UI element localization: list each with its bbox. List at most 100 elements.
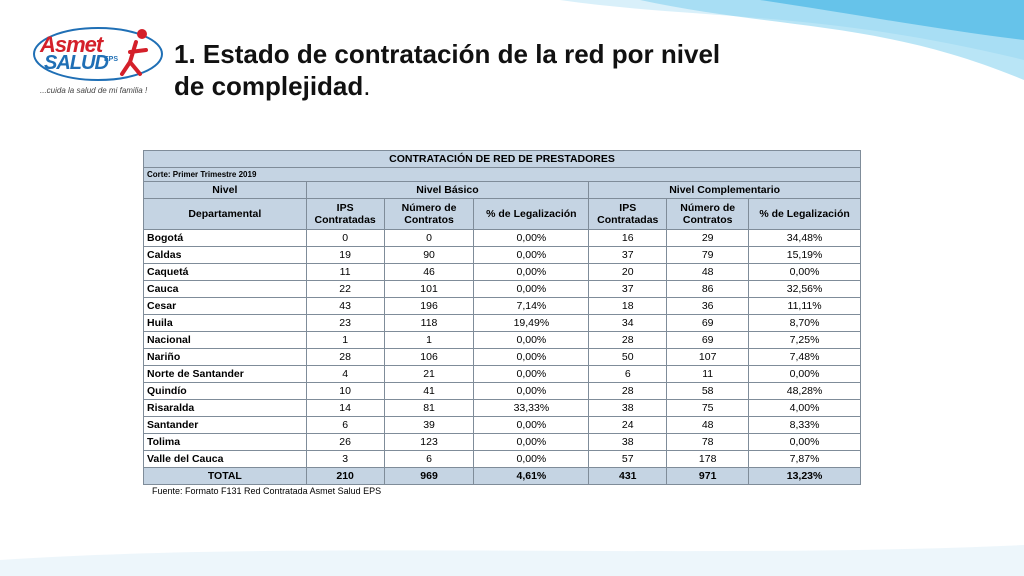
cell-contracts-basic: 81 <box>383 399 475 417</box>
cell-contracts-basic: 6 <box>383 450 475 468</box>
cell-ips-basic: 0 <box>305 229 385 247</box>
cell-ips-basic: 28 <box>305 348 385 366</box>
table-row: Quindío 10 41 0,00% 28 58 48,28% <box>143 382 861 400</box>
table-row: Santander 6 39 0,00% 24 48 8,33% <box>143 416 861 434</box>
table-row: Risaralda 14 81 33,33% 38 75 4,00% <box>143 399 861 417</box>
cell-legalization-complementary: 7,48% <box>748 348 861 366</box>
cell-ips-basic: 22 <box>305 280 385 298</box>
cell-contracts-basic: 106 <box>383 348 475 366</box>
cell-legalization-basic: 33,33% <box>473 399 590 417</box>
cell-legalization-basic: 0,00% <box>473 263 590 281</box>
cell-contracts-complementary: 107 <box>666 348 750 366</box>
table-row: Caquetá 11 46 0,00% 20 48 0,00% <box>143 263 861 281</box>
cell-ips-complementary: 6 <box>588 365 668 383</box>
cell-legalization-complementary: 32,56% <box>748 280 861 298</box>
total-legalization-basic: 4,61% <box>473 467 590 485</box>
table-row: Huila 23 118 19,49% 34 69 8,70% <box>143 314 861 332</box>
cell-contracts-complementary: 78 <box>666 433 750 451</box>
cell-legalization-complementary: 8,70% <box>748 314 861 332</box>
table-row: Norte de Santander 4 21 0,00% 6 11 0,00% <box>143 365 861 383</box>
cell-ips-complementary: 28 <box>588 331 668 349</box>
col-departamental: Departamental <box>143 198 307 230</box>
cell-ips-complementary: 28 <box>588 382 668 400</box>
col-ips-basic: IPS Contratadas <box>305 198 385 230</box>
cell-legalization-complementary: 4,00% <box>748 399 861 417</box>
cell-department: Cesar <box>143 297 307 315</box>
col-legalization-complementary: % de Legalización <box>748 198 861 230</box>
cell-department: Caldas <box>143 246 307 264</box>
cell-legalization-complementary: 0,00% <box>748 365 861 383</box>
group-basic: Nivel Básico <box>305 181 590 199</box>
cell-legalization-complementary: 7,25% <box>748 331 861 349</box>
cell-ips-complementary: 20 <box>588 263 668 281</box>
cell-contracts-complementary: 86 <box>666 280 750 298</box>
cell-ips-complementary: 16 <box>588 229 668 247</box>
cell-contracts-basic: 118 <box>383 314 475 332</box>
cell-ips-complementary: 18 <box>588 297 668 315</box>
asmet-salud-logo: Asmet SALUD EPS ...cuida la salud de mi … <box>30 22 170 102</box>
cell-ips-basic: 43 <box>305 297 385 315</box>
cell-department: Risaralda <box>143 399 307 417</box>
cell-contracts-basic: 46 <box>383 263 475 281</box>
cell-ips-basic: 23 <box>305 314 385 332</box>
table-row: Cesar 43 196 7,14% 18 36 11,11% <box>143 297 861 315</box>
cell-department: Bogotá <box>143 229 307 247</box>
cell-contracts-complementary: 178 <box>666 450 750 468</box>
cell-legalization-complementary: 0,00% <box>748 263 861 281</box>
cell-ips-basic: 19 <box>305 246 385 264</box>
col-ips-complementary: IPS Contratadas <box>588 198 668 230</box>
table-caption: CONTRATACIÓN DE RED DE PRESTADORES <box>143 150 861 168</box>
logo-eps-text: EPS <box>104 56 119 63</box>
cell-legalization-basic: 0,00% <box>473 433 590 451</box>
table-row: Valle del Cauca 3 6 0,00% 57 178 7,87% <box>143 450 861 468</box>
cell-contracts-complementary: 29 <box>666 229 750 247</box>
cell-legalization-complementary: 15,19% <box>748 246 861 264</box>
table-row: Tolima 26 123 0,00% 38 78 0,00% <box>143 433 861 451</box>
cell-department: Tolima <box>143 433 307 451</box>
cell-legalization-basic: 0,00% <box>473 280 590 298</box>
cell-legalization-complementary: 48,28% <box>748 382 861 400</box>
cell-ips-basic: 11 <box>305 263 385 281</box>
cell-contracts-complementary: 48 <box>666 416 750 434</box>
contracting-table: CONTRATACIÓN DE RED DE PRESTADORES Corte… <box>143 150 861 485</box>
cell-department: Nariño <box>143 348 307 366</box>
cell-contracts-basic: 101 <box>383 280 475 298</box>
cell-ips-complementary: 57 <box>588 450 668 468</box>
total-legalization-complementary: 13,23% <box>748 467 861 485</box>
cell-legalization-basic: 0,00% <box>473 348 590 366</box>
total-label: TOTAL <box>143 467 307 485</box>
cell-contracts-basic: 1 <box>383 331 475 349</box>
cell-contracts-basic: 0 <box>383 229 475 247</box>
cell-contracts-basic: 90 <box>383 246 475 264</box>
cell-contracts-basic: 41 <box>383 382 475 400</box>
cell-contracts-complementary: 69 <box>666 331 750 349</box>
cell-ips-complementary: 34 <box>588 314 668 332</box>
cell-legalization-basic: 0,00% <box>473 229 590 247</box>
cell-legalization-basic: 0,00% <box>473 382 590 400</box>
cell-ips-complementary: 37 <box>588 246 668 264</box>
cell-legalization-complementary: 0,00% <box>748 433 861 451</box>
cell-ips-complementary: 38 <box>588 433 668 451</box>
cell-contracts-complementary: 79 <box>666 246 750 264</box>
cell-department: Huila <box>143 314 307 332</box>
cell-legalization-basic: 0,00% <box>473 365 590 383</box>
title-dot: . <box>363 71 371 101</box>
cell-department: Quindío <box>143 382 307 400</box>
cell-legalization-complementary: 34,48% <box>748 229 861 247</box>
table-cut-date: Corte: Primer Trimestre 2019 <box>143 167 861 182</box>
cell-legalization-basic: 19,49% <box>473 314 590 332</box>
cell-contracts-basic: 196 <box>383 297 475 315</box>
cell-ips-complementary: 38 <box>588 399 668 417</box>
cell-contracts-complementary: 36 <box>666 297 750 315</box>
logo-top-text: Asmet <box>40 32 103 57</box>
cell-ips-complementary: 24 <box>588 416 668 434</box>
cell-department: Norte de Santander <box>143 365 307 383</box>
level-label: Nivel <box>143 181 307 199</box>
cell-legalization-basic: 0,00% <box>473 331 590 349</box>
cell-legalization-complementary: 11,11% <box>748 297 861 315</box>
cell-ips-complementary: 50 <box>588 348 668 366</box>
cell-ips-complementary: 37 <box>588 280 668 298</box>
source-note: Fuente: Formato F131 Red Contratada Asme… <box>152 486 382 496</box>
total-contracts-complementary: 971 <box>666 467 750 485</box>
